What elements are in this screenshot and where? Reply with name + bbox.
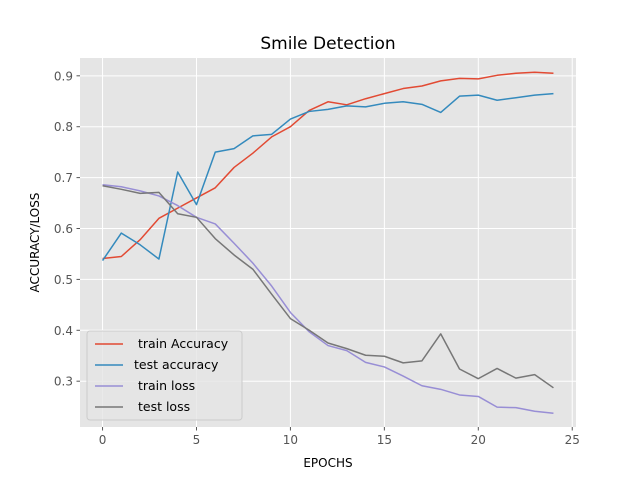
y-tick-label: 0.5 [54, 273, 73, 287]
y-axis-label: ACCURACY/LOSS [28, 193, 42, 293]
y-tick-label: 0.8 [54, 120, 73, 134]
x-tick-label: 0 [99, 433, 107, 447]
x-tick-label: 15 [377, 433, 392, 447]
x-tick-label: 10 [283, 433, 298, 447]
series-line-test-loss [102, 185, 554, 389]
legend-box [86, 330, 243, 421]
y-tick-label: 0.3 [54, 375, 73, 389]
series-layer [101, 71, 554, 415]
legend-label-train-loss: train loss [134, 378, 195, 393]
x-axis-ticks: 0 5 10 15 20 25 [99, 427, 580, 447]
series-line-train-accuracy [102, 71, 554, 260]
x-tick-label: 5 [193, 433, 201, 447]
y-tick-label: 0.4 [54, 324, 73, 338]
y-tick-label: 0.6 [54, 222, 73, 236]
series-line-train-loss [102, 183, 554, 415]
y-tick-label: 0.7 [54, 171, 73, 185]
grid-layer [80, 58, 576, 427]
chart-title: Smile Detection [260, 34, 395, 54]
x-axis-label: EPOCHS [303, 456, 352, 470]
y-axis-ticks: 0.3 0.4 0.5 0.6 0.7 0.8 0.9 [54, 69, 80, 389]
series-line-test-accuracy [101, 92, 554, 261]
x-tick-label: 25 [565, 433, 580, 447]
legend-label-train-accuracy: train Accuracy [134, 336, 229, 351]
legend: train Accuracy test accuracy train loss … [86, 330, 243, 421]
x-tick-label: 20 [471, 433, 486, 447]
legend-label-test-accuracy: test accuracy [134, 357, 219, 372]
y-tick-label: 0.9 [54, 69, 73, 83]
legend-label-test-loss: test loss [134, 399, 190, 414]
